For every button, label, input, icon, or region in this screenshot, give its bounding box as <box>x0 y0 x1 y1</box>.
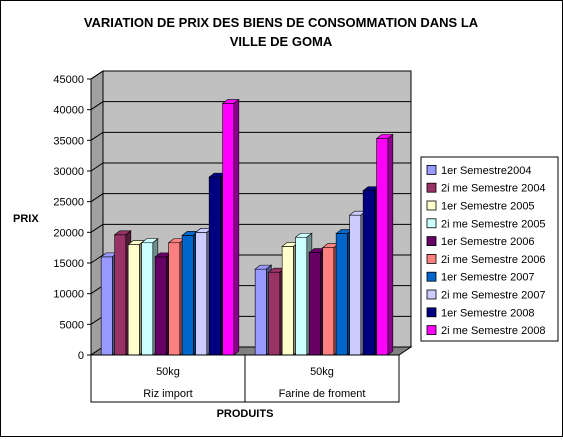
y-tick-label: 10000 <box>53 289 84 301</box>
y-tick-label: 45000 <box>53 74 84 86</box>
legend-swatch <box>426 271 437 282</box>
legend: 1er Semestre2004 2i me Semestre 2004 1er S… <box>420 156 559 342</box>
bar-front <box>100 256 113 356</box>
bar-front <box>208 176 221 356</box>
legend-swatch <box>426 164 437 175</box>
y-tick-label: 5000 <box>60 319 84 331</box>
y-tick-label: 25000 <box>53 197 84 209</box>
bar-side <box>387 133 394 356</box>
gridline <box>90 193 411 203</box>
bar-front <box>154 256 167 356</box>
bar-front <box>181 235 194 356</box>
bar-front <box>254 268 267 356</box>
y-tick-label: 35000 <box>53 135 84 147</box>
legend-swatch <box>426 253 437 264</box>
bar-front <box>141 242 154 356</box>
bar-front <box>222 103 235 356</box>
category-unit-label: 50kg <box>156 366 180 378</box>
y-tick-label: 20000 <box>53 227 84 239</box>
legend-swatch <box>426 200 437 211</box>
bar-front <box>127 244 140 356</box>
legend-entry: 1er Semestre 2008 <box>441 307 535 319</box>
y-tick-label: 30000 <box>53 166 84 178</box>
gridline <box>90 101 411 111</box>
bar-front <box>362 190 375 356</box>
legend-entry: 2i me Semestre 2004 <box>441 183 546 195</box>
gridline <box>90 70 411 80</box>
bar-front <box>195 232 208 356</box>
legend-entry: 1er Semestre 2005 <box>441 201 535 213</box>
legend-swatch <box>426 218 437 229</box>
legend-entry: 2i me Semestre 2007 <box>441 290 546 302</box>
plot-area: 0 5000 10000 15000 20000 25000 30000 35000 40000… <box>53 70 413 403</box>
x-axis-label: PRODUITS <box>217 408 274 420</box>
bar <box>375 133 394 356</box>
bar-front <box>168 242 181 356</box>
legend-swatch <box>426 307 437 318</box>
legend-entry: 1er Semestre 2007 <box>441 272 535 284</box>
gridline <box>90 162 411 172</box>
legend-box <box>420 156 559 342</box>
bar-front <box>322 247 335 356</box>
category-name-label: Riz import <box>143 388 193 400</box>
y-axis-label: PRIX <box>13 213 39 225</box>
legend-entry: 1er Semestre 2006 <box>441 236 535 248</box>
bar-side <box>233 98 240 356</box>
gridline <box>90 223 411 233</box>
legend-entry: 1er Semestre2004 <box>441 165 532 177</box>
bar-front <box>281 246 294 356</box>
category-name-label: Farine de froment <box>279 388 366 400</box>
bar-front <box>349 214 362 356</box>
legend-entry: 2i me Semestre 2008 <box>441 325 546 337</box>
y-tick-label: 0 <box>78 350 84 362</box>
legend-entry: 2i me Semestre 2005 <box>441 218 546 230</box>
bar-front <box>268 271 281 356</box>
y-tick-label: 40000 <box>53 105 84 117</box>
bar-front <box>114 234 127 356</box>
bar-front <box>335 233 348 356</box>
legend-swatch <box>426 182 437 193</box>
category-unit-label: 50kg <box>310 366 334 378</box>
chart-title-line-2: VILLE DE GOMA <box>230 34 333 49</box>
legend-swatch <box>426 289 437 300</box>
legend-entry: 2i me Semestre 2006 <box>441 254 546 266</box>
chart-title-line-1: VARIATION DE PRIX DES BIENS DE CONSOMMAT… <box>84 15 479 30</box>
bar <box>221 98 240 356</box>
bar-front <box>376 138 389 356</box>
legend-swatch <box>426 236 437 247</box>
bar-front <box>308 252 321 356</box>
legend-swatch <box>426 325 437 336</box>
gridline <box>90 131 411 141</box>
bar-front <box>295 236 308 356</box>
y-tick-label: 15000 <box>53 258 84 270</box>
